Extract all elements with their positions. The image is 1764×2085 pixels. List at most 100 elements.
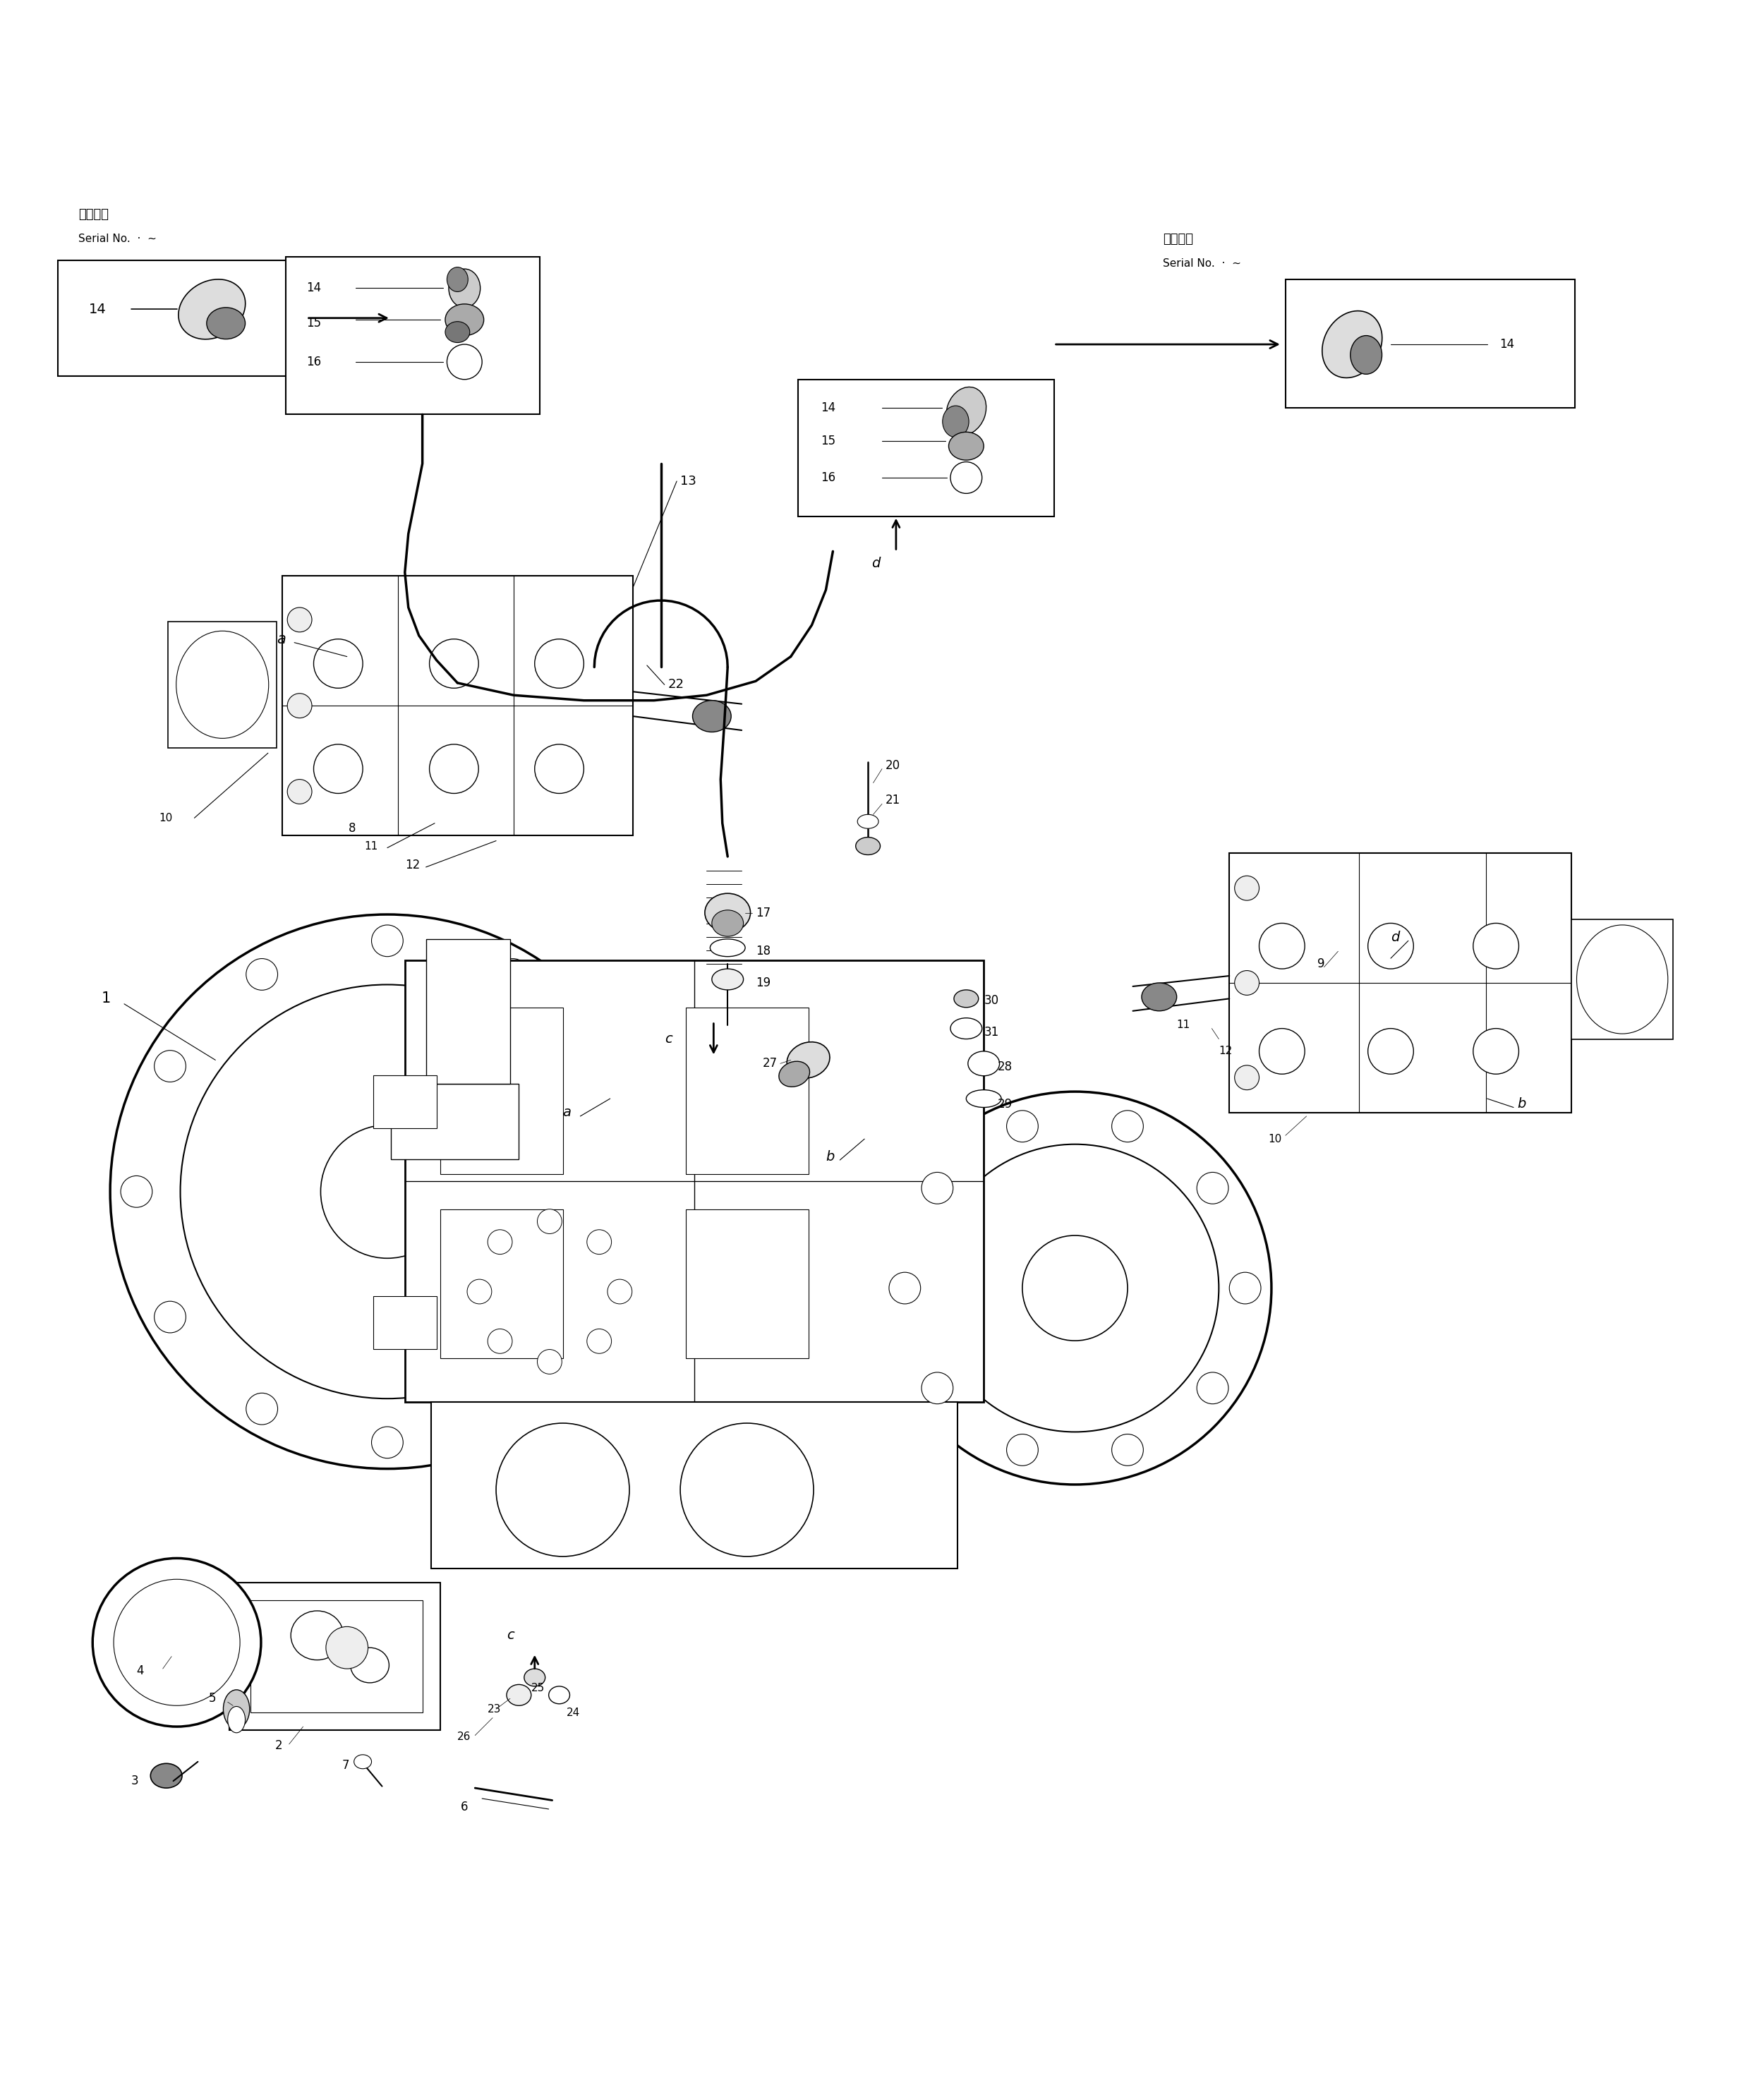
Text: 16: 16 (820, 471, 836, 484)
Ellipse shape (706, 892, 750, 932)
Ellipse shape (351, 1647, 390, 1683)
Circle shape (534, 744, 584, 794)
Circle shape (538, 1209, 563, 1234)
Text: 13: 13 (681, 475, 697, 488)
Ellipse shape (1141, 982, 1177, 1011)
Text: 15: 15 (307, 317, 321, 329)
Circle shape (153, 1301, 185, 1332)
Text: 15: 15 (820, 434, 836, 446)
Ellipse shape (713, 909, 743, 936)
Circle shape (889, 1272, 921, 1303)
Circle shape (120, 1176, 152, 1207)
Text: 31: 31 (984, 1026, 998, 1038)
Ellipse shape (291, 1612, 344, 1660)
Circle shape (587, 1328, 612, 1353)
Text: d: d (1390, 930, 1399, 945)
Bar (425, 938, 510, 1084)
Bar (58, 261, 303, 375)
Circle shape (497, 959, 529, 990)
Text: 24: 24 (566, 1708, 580, 1718)
Circle shape (321, 1126, 453, 1257)
Circle shape (921, 1172, 953, 1203)
Text: 1: 1 (101, 992, 111, 1005)
Bar (430, 1401, 958, 1568)
Circle shape (496, 1424, 630, 1557)
Circle shape (538, 1349, 563, 1374)
Circle shape (931, 1145, 1219, 1432)
Bar (374, 1076, 436, 1128)
Circle shape (681, 1424, 813, 1557)
Text: 25: 25 (531, 1683, 545, 1693)
Text: 26: 26 (457, 1733, 471, 1743)
Circle shape (288, 780, 312, 805)
Text: 20: 20 (886, 759, 900, 771)
Circle shape (93, 1557, 261, 1726)
Ellipse shape (1323, 311, 1383, 377)
Text: 18: 18 (755, 945, 771, 957)
Text: 12: 12 (1219, 1047, 1233, 1057)
Circle shape (497, 1393, 529, 1424)
Circle shape (180, 984, 594, 1399)
Text: b: b (826, 1149, 834, 1163)
Circle shape (1111, 1111, 1143, 1143)
Ellipse shape (967, 1090, 1002, 1107)
Ellipse shape (954, 990, 979, 1007)
Text: 2: 2 (275, 1739, 282, 1751)
Circle shape (247, 1393, 277, 1424)
Bar (374, 1297, 436, 1349)
Text: 28: 28 (998, 1061, 1013, 1074)
Circle shape (467, 1280, 492, 1303)
Text: 適用号機: 適用号機 (1162, 234, 1192, 246)
Circle shape (1196, 1372, 1228, 1403)
Circle shape (1259, 1028, 1305, 1074)
Circle shape (487, 1230, 512, 1255)
Circle shape (372, 926, 404, 957)
Text: 3: 3 (131, 1774, 139, 1787)
Ellipse shape (711, 938, 744, 957)
Text: 14: 14 (1499, 338, 1514, 350)
Circle shape (1196, 1172, 1228, 1203)
Circle shape (1235, 1065, 1259, 1090)
Ellipse shape (150, 1764, 182, 1789)
Bar (282, 575, 633, 836)
Text: 10: 10 (159, 813, 173, 824)
Ellipse shape (693, 701, 730, 732)
Ellipse shape (448, 269, 480, 306)
Circle shape (1007, 1434, 1039, 1466)
Text: 14: 14 (307, 281, 321, 294)
Text: 適用号機: 適用号機 (79, 208, 109, 221)
Circle shape (587, 1230, 612, 1255)
Bar (250, 1601, 422, 1712)
Text: 9: 9 (1318, 957, 1325, 970)
Circle shape (1023, 1236, 1127, 1341)
Text: 10: 10 (1268, 1134, 1281, 1145)
Ellipse shape (445, 321, 469, 342)
Ellipse shape (780, 1061, 810, 1086)
Text: 11: 11 (1177, 1020, 1191, 1030)
Bar (439, 1007, 563, 1174)
Text: Serial No.  ·  ~: Serial No. · ~ (1162, 259, 1240, 269)
Circle shape (326, 1626, 369, 1668)
Circle shape (1111, 1434, 1143, 1466)
Ellipse shape (506, 1685, 531, 1706)
Ellipse shape (951, 1017, 983, 1038)
Text: 8: 8 (349, 821, 356, 834)
Circle shape (534, 638, 584, 688)
Circle shape (589, 1301, 621, 1332)
Text: 30: 30 (984, 995, 998, 1007)
Text: c: c (506, 1628, 513, 1643)
Text: 14: 14 (820, 400, 836, 413)
Ellipse shape (857, 815, 878, 828)
Ellipse shape (713, 970, 743, 990)
Ellipse shape (355, 1756, 372, 1768)
Bar (686, 1209, 808, 1357)
Bar (1230, 853, 1572, 1113)
Circle shape (1235, 972, 1259, 995)
Bar (229, 1583, 439, 1731)
Ellipse shape (787, 1042, 829, 1078)
Text: 14: 14 (90, 302, 106, 317)
Text: d: d (871, 557, 880, 571)
Circle shape (589, 1051, 621, 1082)
Circle shape (372, 1426, 404, 1457)
Bar (1572, 919, 1672, 1038)
